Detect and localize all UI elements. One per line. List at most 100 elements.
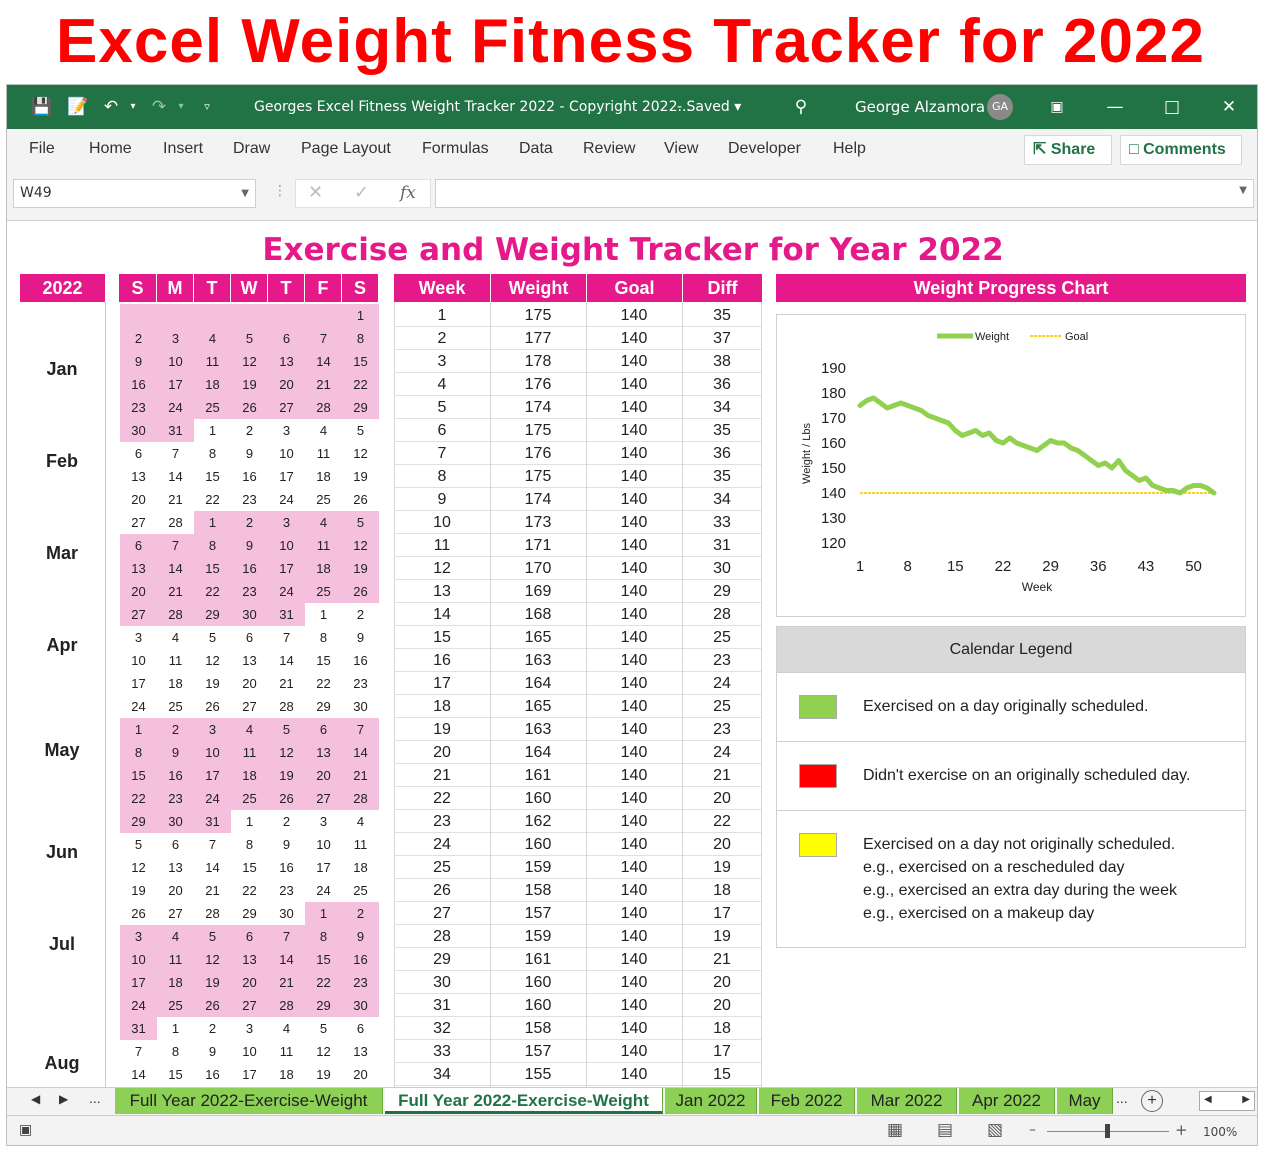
table-cell[interactable]: 15 [433,629,451,646]
calendar-day[interactable]: 22 [316,676,331,691]
table-cell[interactable]: 140 [620,583,648,600]
table-cell[interactable]: 25 [713,698,731,715]
calendar-day[interactable]: 10 [316,837,331,852]
calendar-day[interactable]: 21 [168,492,183,507]
table-cell[interactable]: 1 [437,307,447,324]
calendar-day[interactable]: 17 [242,1067,257,1082]
calendar-day[interactable]: 22 [194,580,231,603]
calendar-day[interactable]: 22 [305,971,342,994]
table-cell[interactable]: 14 [433,606,451,623]
calendar-day[interactable]: 18 [305,557,342,580]
calendar-day[interactable]: 24 [120,994,157,1017]
calendar-day[interactable]: 2 [356,607,365,622]
calendar-day[interactable]: 3 [134,630,143,645]
calendar-day[interactable]: 23 [342,971,379,994]
calendar-day[interactable]: 24 [194,787,231,810]
calendar-day[interactable]: 26 [231,396,268,419]
tab-full-year-1[interactable]: Full Year 2022-Exercise-Weight [115,1088,383,1114]
table-cell[interactable]: 17 [433,675,451,692]
calendar-day[interactable]: 26 [353,492,368,507]
table-cell[interactable]: 160 [524,836,552,853]
calendar-day[interactable]: 14 [157,557,194,580]
calendar-day[interactable]: 8 [120,741,157,764]
calendar-day[interactable]: 3 [245,1021,254,1036]
table-cell[interactable]: 6 [437,422,447,439]
calendar-day[interactable]: 7 [157,534,194,557]
calendar-day[interactable]: 15 [342,350,379,373]
calendar-day[interactable] [305,304,342,327]
table-cell[interactable]: 140 [620,330,648,347]
calendar-day[interactable]: 10 [268,534,305,557]
calendar-day[interactable]: 4 [157,925,194,948]
maximize-icon[interactable]: □ [1163,97,1181,117]
calendar-day[interactable]: 4 [194,327,231,350]
calendar-day[interactable]: 29 [316,699,331,714]
calendar-day[interactable]: 28 [305,396,342,419]
calendar-day[interactable]: 30 [279,906,294,921]
calendar-day[interactable]: 15 [205,469,220,484]
tab-feb-2022[interactable]: Feb 2022 [759,1088,855,1114]
calendar-day[interactable]: 24 [131,699,146,714]
table-cell[interactable]: 15 [713,1066,731,1083]
calendar-day[interactable]: 5 [208,630,217,645]
table-cell[interactable]: 20 [433,744,451,761]
calendar-day[interactable] [268,304,305,327]
calendar-day[interactable]: 12 [342,534,379,557]
calendar-day[interactable]: 31 [120,1017,157,1040]
table-cell[interactable]: 22 [433,790,451,807]
tab-full-year-active[interactable]: Full Year 2022-Exercise-Weight [385,1088,663,1114]
calendar-day[interactable]: 2 [231,511,268,534]
calendar-day[interactable]: 7 [134,1044,143,1059]
calendar-day[interactable]: 22 [242,883,257,898]
calendar-day[interactable]: 5 [356,423,365,438]
table-cell[interactable]: 140 [620,928,648,945]
calendar-day[interactable]: 12 [194,948,231,971]
calendar-day[interactable]: 29 [120,810,157,833]
calendar-day[interactable]: 19 [194,971,231,994]
calendar-day[interactable]: 12 [205,653,220,668]
calendar-day[interactable]: 9 [356,630,365,645]
table-cell[interactable]: 164 [524,744,552,761]
calendar-day[interactable]: 7 [342,718,379,741]
calendar-day[interactable]: 20 [168,883,183,898]
table-cell[interactable]: 175 [524,422,552,439]
calendar-day[interactable]: 12 [268,741,305,764]
calendar-day[interactable]: 20 [268,373,305,396]
calendar-day[interactable]: 16 [353,653,368,668]
table-cell[interactable]: 29 [713,583,731,600]
calendar-day[interactable]: 13 [242,653,257,668]
enter-icon[interactable]: ✓ [354,182,370,203]
table-cell[interactable]: 21 [713,767,731,784]
calendar-day[interactable] [231,304,268,327]
table-cell[interactable]: 140 [620,859,648,876]
table-cell[interactable]: 23 [713,721,731,738]
zoom-in-icon[interactable]: + [1175,1121,1188,1139]
table-cell[interactable]: 35 [713,468,731,485]
table-cell[interactable]: 35 [713,307,731,324]
calendar-day[interactable]: 12 [231,350,268,373]
calendar-day[interactable]: 16 [279,860,294,875]
table-cell[interactable]: 12 [433,560,451,577]
calendar-day[interactable]: 15 [242,860,257,875]
calendar-day[interactable]: 14 [205,860,220,875]
calendar-day[interactable]: 5 [134,837,143,852]
calendar-day[interactable]: 6 [305,718,342,741]
calendar-day[interactable]: 15 [168,1067,183,1082]
calendar-day[interactable]: 6 [171,837,180,852]
calendar-day[interactable]: 5 [319,1021,328,1036]
page-break-view-icon[interactable]: ▧ [987,1120,1004,1140]
calendar-day[interactable]: 22 [205,492,220,507]
calendar-day[interactable]: 14 [342,741,379,764]
calendar-day[interactable]: 31 [194,810,231,833]
calendar-day[interactable]: 25 [157,994,194,1017]
table-cell[interactable]: 21 [433,767,451,784]
calendar-day[interactable]: 11 [305,534,342,557]
undo-icon[interactable]: ↶ [103,97,119,117]
calendar-day[interactable] [120,304,157,327]
calendar-day[interactable]: 28 [342,787,379,810]
calendar-day[interactable]: 10 [279,446,294,461]
minimize-icon[interactable]: — [1106,97,1124,117]
calendar-day[interactable]: 26 [268,787,305,810]
table-cell[interactable]: 19 [433,721,451,738]
calendar-day[interactable]: 12 [353,446,368,461]
